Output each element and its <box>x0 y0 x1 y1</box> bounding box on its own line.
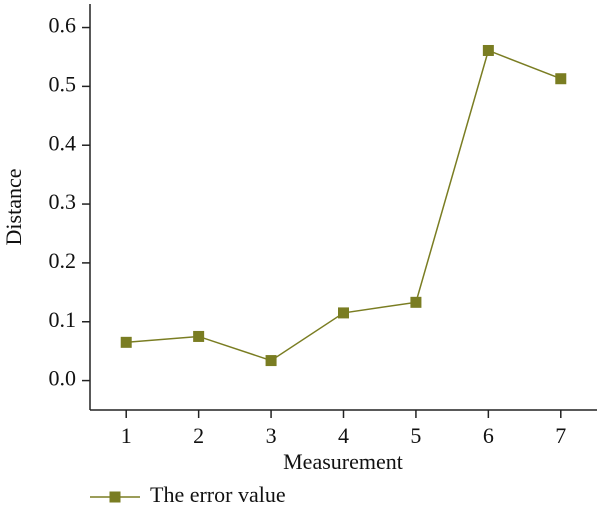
y-tick-label: 0.5 <box>49 71 77 96</box>
y-tick-label: 0.3 <box>49 189 77 214</box>
x-tick-label: 1 <box>121 423 132 448</box>
data-point <box>120 336 132 348</box>
y-tick-label: 0.0 <box>49 366 77 391</box>
data-point <box>338 307 349 319</box>
x-tick-label: 3 <box>266 423 277 448</box>
x-tick-label: 5 <box>410 423 421 448</box>
y-tick-label: 0.1 <box>49 307 77 332</box>
x-tick-label: 7 <box>555 423 566 448</box>
x-tick-label: 6 <box>483 423 494 448</box>
data-point <box>265 355 277 367</box>
y-tick-label: 0.4 <box>49 130 77 155</box>
x-tick-label: 2 <box>193 423 204 448</box>
data-point <box>482 44 494 56</box>
y-tick-label: 0.6 <box>49 13 77 38</box>
data-point <box>410 296 422 308</box>
y-tick-label: 0.2 <box>49 248 77 273</box>
x-tick-label: 4 <box>338 423 349 448</box>
x-axis-label: Measurement <box>283 449 403 474</box>
legend-label: The error value <box>150 482 286 507</box>
data-point <box>193 330 205 342</box>
y-axis-label: Distance <box>1 169 26 246</box>
legend-marker <box>109 491 121 503</box>
data-point <box>555 73 567 85</box>
